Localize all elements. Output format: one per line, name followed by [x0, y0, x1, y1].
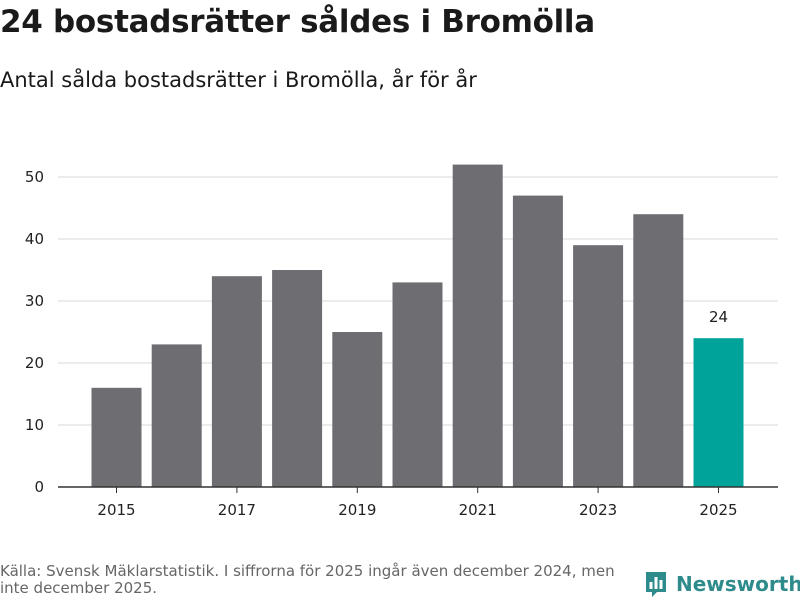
- x-tick-label: 2021: [459, 501, 497, 519]
- chart-subtitle: Antal sålda bostadsrätter i Bromölla, år…: [0, 68, 477, 92]
- chart-title: 24 bostadsrätter såldes i Bromölla: [0, 4, 595, 40]
- bar-2023: [573, 245, 624, 487]
- bar-chart: 0 10 20 30 40 50 2015 2017 2019 2021 2023 2025 24: [25, 164, 778, 519]
- bar-2021: [452, 164, 503, 487]
- y-tick-label: 10: [25, 416, 44, 434]
- data-labels: 24: [709, 308, 728, 326]
- bar-chart-logo-icon: [646, 572, 666, 597]
- y-tick-label: 0: [34, 478, 44, 496]
- y-tick-label: 30: [25, 292, 44, 310]
- x-tick-label: 2025: [699, 501, 737, 519]
- y-axis-ticks: 0 10 20 30 40 50: [25, 168, 44, 496]
- y-tick-label: 50: [25, 168, 44, 186]
- bar-2020: [392, 282, 443, 487]
- bar-2025: [693, 338, 744, 487]
- y-tick-label: 40: [25, 230, 44, 248]
- brand-name: Newsworthy: [676, 572, 800, 596]
- x-axis-ticks: 2015 2017 2019 2021 2023 2025: [97, 487, 738, 519]
- bar-2017: [211, 276, 262, 487]
- bar-2024: [633, 214, 684, 487]
- bar-2016: [151, 344, 202, 487]
- bar-2015: [91, 387, 142, 487]
- bar-2018: [272, 270, 323, 487]
- bar-2022: [512, 195, 563, 487]
- x-tick-label: 2017: [218, 501, 256, 519]
- x-tick-label: 2015: [97, 501, 135, 519]
- data-label-highlight: 24: [709, 308, 728, 326]
- x-tick-label: 2019: [338, 501, 376, 519]
- y-tick-label: 20: [25, 354, 44, 372]
- brand-logo: Newsworthy: [644, 570, 800, 598]
- bars: [91, 164, 744, 487]
- source-note: Källa: Svensk Mäklarstatistik. I siffror…: [0, 562, 615, 597]
- x-tick-label: 2023: [579, 501, 617, 519]
- bar-2019: [332, 332, 383, 487]
